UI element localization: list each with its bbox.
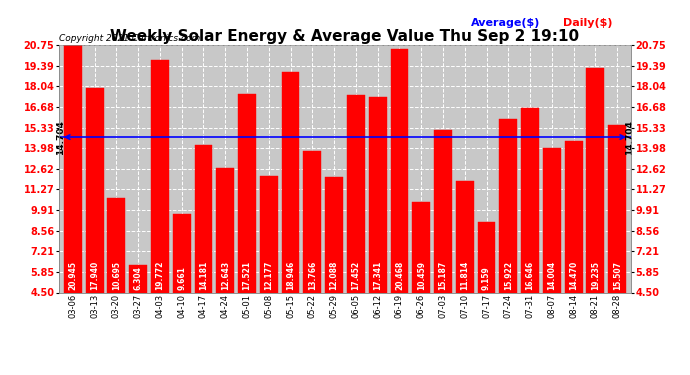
- Text: 14.470: 14.470: [569, 261, 578, 290]
- Bar: [434, 130, 452, 292]
- Text: 19.772: 19.772: [155, 261, 164, 290]
- Text: 11.814: 11.814: [460, 261, 469, 290]
- Text: 17.521: 17.521: [242, 261, 252, 290]
- Text: 20.945: 20.945: [68, 261, 77, 290]
- Text: 16.646: 16.646: [526, 261, 535, 290]
- Bar: [129, 265, 147, 292]
- Text: 12.088: 12.088: [330, 261, 339, 290]
- Text: Copyright 2021 Cartronics.com: Copyright 2021 Cartronics.com: [59, 33, 201, 42]
- Bar: [64, 42, 81, 292]
- Bar: [195, 145, 213, 292]
- Text: Average($): Average($): [471, 18, 540, 28]
- Bar: [347, 95, 365, 292]
- Text: 14.181: 14.181: [199, 261, 208, 290]
- Bar: [304, 152, 322, 292]
- Text: 14.704: 14.704: [625, 120, 634, 154]
- Bar: [172, 214, 190, 292]
- Text: 14.704: 14.704: [56, 120, 65, 154]
- Text: 9.159: 9.159: [482, 267, 491, 290]
- Bar: [456, 181, 474, 292]
- Bar: [564, 141, 582, 292]
- Text: 19.235: 19.235: [591, 261, 600, 290]
- Bar: [86, 88, 104, 292]
- Title: Weekly Solar Energy & Average Value Thu Sep 2 19:10: Weekly Solar Energy & Average Value Thu …: [110, 29, 580, 44]
- Bar: [282, 72, 299, 292]
- Text: Daily($): Daily($): [562, 18, 612, 28]
- Bar: [260, 176, 277, 292]
- Text: 13.766: 13.766: [308, 261, 317, 290]
- Text: 12.643: 12.643: [221, 261, 230, 290]
- Bar: [521, 108, 539, 292]
- Bar: [609, 125, 626, 292]
- Text: 17.341: 17.341: [373, 261, 382, 290]
- Text: 17.452: 17.452: [351, 261, 360, 290]
- Text: 15.187: 15.187: [438, 261, 448, 290]
- Bar: [368, 97, 386, 292]
- Text: 20.468: 20.468: [395, 261, 404, 290]
- Bar: [500, 118, 518, 292]
- Bar: [391, 49, 408, 292]
- Text: 10.695: 10.695: [112, 261, 121, 290]
- Bar: [238, 94, 256, 292]
- Text: 14.004: 14.004: [547, 261, 556, 290]
- Text: 6.304: 6.304: [134, 266, 143, 290]
- Bar: [413, 202, 430, 292]
- Text: 9.661: 9.661: [177, 266, 186, 290]
- Bar: [151, 60, 169, 292]
- Bar: [477, 222, 495, 292]
- Text: 15.507: 15.507: [613, 261, 622, 290]
- Text: 10.459: 10.459: [417, 261, 426, 290]
- Bar: [543, 148, 561, 292]
- Bar: [586, 68, 604, 292]
- Bar: [325, 177, 343, 292]
- Bar: [216, 168, 234, 292]
- Text: 12.177: 12.177: [264, 261, 273, 290]
- Text: 15.922: 15.922: [504, 261, 513, 290]
- Text: 17.940: 17.940: [90, 261, 99, 290]
- Text: 18.946: 18.946: [286, 261, 295, 290]
- Bar: [108, 198, 126, 292]
